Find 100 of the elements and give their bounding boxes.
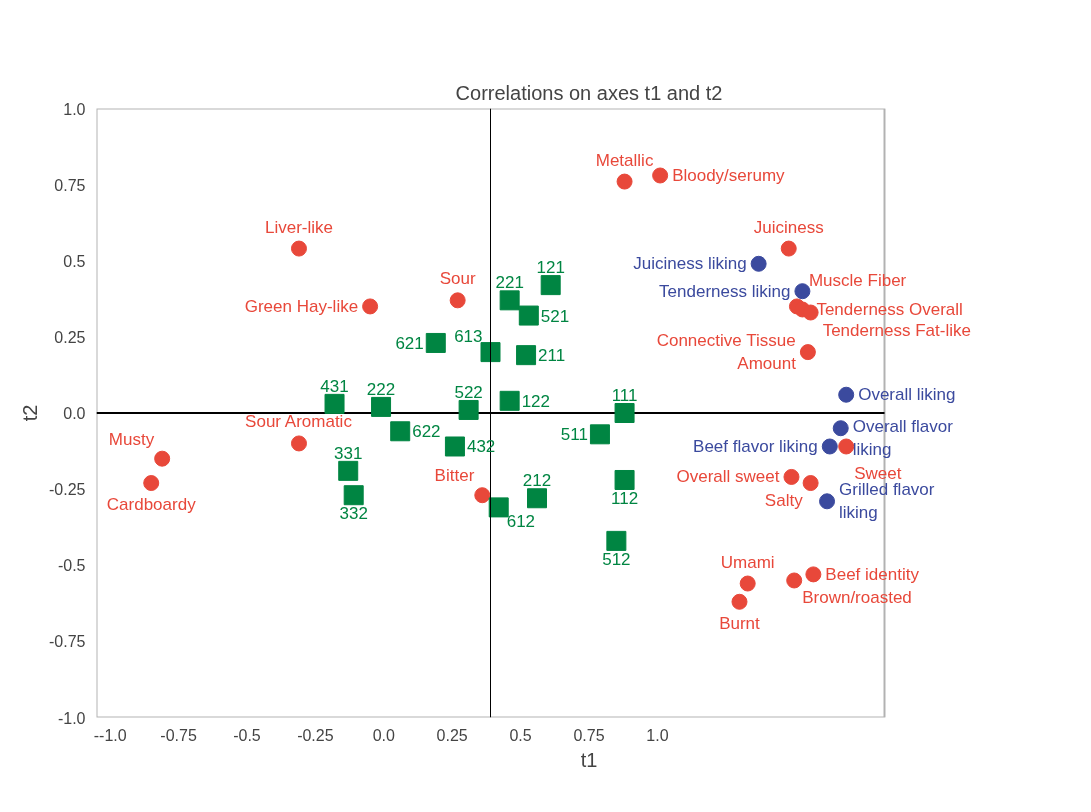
- annotation: Green Hay-like: [244, 296, 359, 316]
- annotation: Overall liking: [858, 385, 956, 405]
- annotation: 512: [602, 549, 631, 569]
- x-axis-title: t1: [580, 748, 598, 771]
- x-tick-label: 0.25: [436, 726, 468, 744]
- point: [780, 240, 797, 257]
- point: [799, 344, 816, 361]
- point: [739, 575, 756, 592]
- annotation: 521: [540, 306, 570, 326]
- point: [458, 399, 479, 420]
- annotation: 222: [366, 379, 396, 399]
- annotation: 522: [454, 382, 483, 402]
- point: [794, 283, 811, 300]
- x-tick-label: 1.0: [646, 726, 669, 744]
- y-axis-title: t2: [19, 404, 42, 422]
- point: [614, 469, 635, 490]
- point: [290, 240, 307, 257]
- annotation: 112: [611, 488, 639, 508]
- point: [540, 275, 561, 296]
- point: [832, 420, 849, 437]
- annotation: Cardboardy: [106, 495, 197, 515]
- point: [838, 386, 855, 403]
- annotation: 211: [538, 346, 566, 366]
- point: [616, 173, 633, 190]
- y-tick-label: -1.0: [57, 709, 86, 727]
- annotation: Bitter: [434, 466, 475, 486]
- y-tick-label: 1.0: [63, 100, 86, 118]
- annotation: 511: [560, 425, 588, 445]
- annotation: Metallic: [595, 150, 654, 170]
- annotation: 111: [611, 386, 638, 405]
- point: [362, 298, 379, 315]
- point: [819, 493, 836, 510]
- annotation: Sour Aromatic: [245, 412, 353, 432]
- annotation: Tenderness Fat-like: [822, 320, 971, 340]
- point: [449, 292, 466, 309]
- annotation: Beef flavor liking: [693, 436, 818, 456]
- annotation: Burnt: [719, 613, 761, 633]
- point: [652, 167, 669, 184]
- annotation: 332: [339, 504, 368, 524]
- point: [343, 485, 364, 506]
- point: [338, 460, 359, 481]
- annotation: 612: [506, 512, 536, 532]
- annotation: 122: [521, 391, 551, 411]
- annotation: Musty: [108, 429, 155, 449]
- annotation: Overall flavor liking: [852, 417, 954, 460]
- point: [821, 438, 838, 455]
- annotation: 621: [395, 333, 424, 353]
- point: [474, 487, 491, 504]
- annotation: Juiciness liking: [633, 254, 747, 274]
- point: [589, 424, 610, 445]
- point: [805, 566, 822, 583]
- point: [838, 438, 855, 455]
- y-tick-label: 0.5: [63, 252, 86, 270]
- point: [143, 475, 160, 492]
- y-tick-label: -0.5: [57, 557, 86, 575]
- point: [290, 435, 307, 452]
- point: [606, 530, 627, 551]
- annotation: Connective Tissue Amount: [656, 331, 797, 373]
- x-tick-label: -0.5: [233, 726, 261, 744]
- x-tick-label: -0.25: [297, 726, 334, 744]
- point: [802, 475, 819, 492]
- x-tick-label: -0.75: [160, 726, 197, 744]
- point: [518, 305, 539, 326]
- point: [786, 572, 803, 589]
- annotation: 212: [522, 471, 552, 491]
- point: [802, 304, 819, 321]
- annotation: Umami: [720, 552, 775, 572]
- annotation: Muscle Fiber: [808, 271, 907, 291]
- point: [444, 436, 465, 457]
- annotation: Tenderness Overall: [816, 299, 963, 319]
- point: [154, 450, 171, 467]
- point: [527, 488, 548, 509]
- y-tick-label: 0.0: [63, 405, 86, 422]
- point: [750, 255, 767, 272]
- annotation: 331: [334, 443, 363, 463]
- y-tick-label: -0.25: [49, 481, 86, 499]
- annotation: Beef identity: [825, 564, 920, 584]
- x-tick-label: 0.0: [372, 726, 396, 744]
- annotation: 431: [320, 376, 349, 396]
- annotation: 622: [412, 422, 441, 442]
- point: [488, 497, 509, 518]
- point: [516, 345, 537, 366]
- annotation: Juiciness: [753, 217, 824, 237]
- point: [324, 393, 345, 414]
- point: [425, 332, 446, 353]
- x-tick-label: 0.75: [573, 726, 605, 744]
- point: [371, 396, 392, 417]
- x-tick-label: 0.5: [509, 726, 532, 744]
- point: [731, 593, 748, 610]
- x-tick-label: --1.0: [93, 726, 127, 744]
- point: [783, 468, 800, 485]
- point: [499, 390, 520, 411]
- y-tick-label: 0.75: [54, 176, 86, 194]
- annotation: Liver-like: [264, 217, 333, 237]
- annotation: Salty: [764, 491, 804, 511]
- y-tick-label: 0.25: [54, 328, 86, 346]
- annotation: Sour: [439, 269, 476, 289]
- y-tick-label: -0.75: [49, 633, 86, 651]
- annotation: 121: [536, 258, 565, 278]
- annotation: Brown/roasted: [802, 588, 912, 608]
